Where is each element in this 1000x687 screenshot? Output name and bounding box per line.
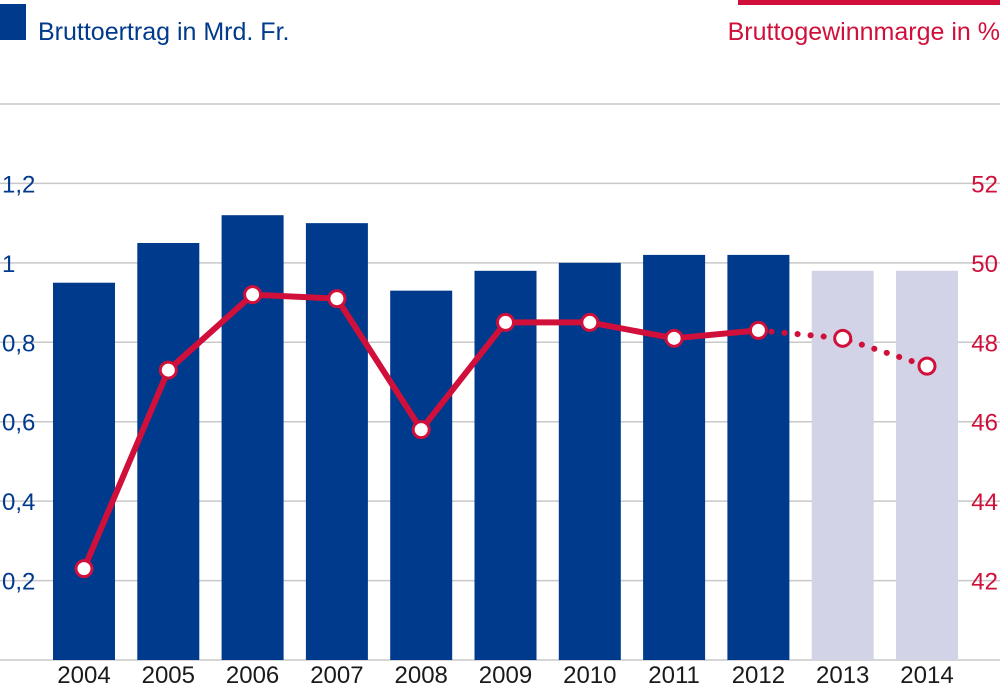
margin-point-2007 <box>327 289 347 309</box>
x-tick-label: 2014 <box>900 662 953 687</box>
margin-line-estimate <box>755 327 930 370</box>
legend: Bruttoertrag in Mrd. Fr. Bruttogewinnmar… <box>0 0 1000 46</box>
legend-bar-label: Bruttoertrag in Mrd. Fr. <box>38 18 289 46</box>
right-tick-label: 42 <box>971 569 998 596</box>
x-tick-label: 2004 <box>57 662 110 687</box>
margin-point-2005 <box>158 360 178 380</box>
x-tick-label: 2007 <box>310 662 363 687</box>
left-tick-label: 0,4 <box>2 489 35 516</box>
margin-point-2014 <box>917 356 937 376</box>
margin-point-2012 <box>748 320 768 340</box>
x-axis-ticks: 2004 2005 2006 2007 2008 2009 2010 2011 2012 2013… <box>57 662 953 687</box>
right-tick-label: 50 <box>971 251 998 278</box>
margin-point-2011 <box>664 328 684 348</box>
left-tick-label: 0,2 <box>2 569 35 596</box>
legend-line-swatch <box>738 0 1000 5</box>
margin-point-2008 <box>411 420 431 440</box>
x-tick-label: 2011 <box>648 662 700 687</box>
x-tick-label: 2013 <box>816 662 869 687</box>
x-tick-label: 2005 <box>142 662 195 687</box>
left-tick-label: 1 <box>2 251 15 278</box>
bar-2014 <box>896 270 958 660</box>
bar-2009 <box>474 270 537 660</box>
bar-2004 <box>53 282 115 660</box>
x-tick-label: 2009 <box>479 662 532 687</box>
right-tick-label: 52 <box>971 171 998 198</box>
bar-2011 <box>643 254 706 660</box>
left-tick-label: 1,2 <box>2 171 35 198</box>
left-tick-label: 0,8 <box>2 330 35 357</box>
right-tick-label: 48 <box>971 330 998 357</box>
bar-2005 <box>137 243 200 660</box>
right-tick-label: 44 <box>971 489 998 516</box>
bar-2006 <box>221 215 284 660</box>
right-tick-label: 46 <box>971 410 998 437</box>
legend-line-label: Bruttogewinnmarge in % <box>728 18 1000 46</box>
x-tick-label: 2006 <box>226 662 279 687</box>
margin-point-2006 <box>243 285 263 305</box>
left-axis-ticks: 0,2 0,4 0,6 0,8 1 1,2 <box>2 171 35 595</box>
right-axis-ticks: 42 44 46 48 50 52 <box>971 171 998 595</box>
margin-point-2010 <box>580 312 600 332</box>
margin-point-2013 <box>833 328 853 348</box>
x-tick-label: 2012 <box>732 662 785 687</box>
left-tick-label: 0,6 <box>2 410 35 437</box>
bar-2012 <box>727 254 790 660</box>
margin-point-2004 <box>74 559 94 579</box>
x-tick-label: 2010 <box>563 662 616 687</box>
margin-point-2009 <box>496 312 515 332</box>
bar-2008 <box>390 290 453 660</box>
bar-2007 <box>305 223 368 660</box>
legend-bar-swatch <box>0 4 26 40</box>
margin-line <box>74 285 937 579</box>
bars <box>53 215 958 660</box>
x-tick-label: 2008 <box>395 662 448 687</box>
